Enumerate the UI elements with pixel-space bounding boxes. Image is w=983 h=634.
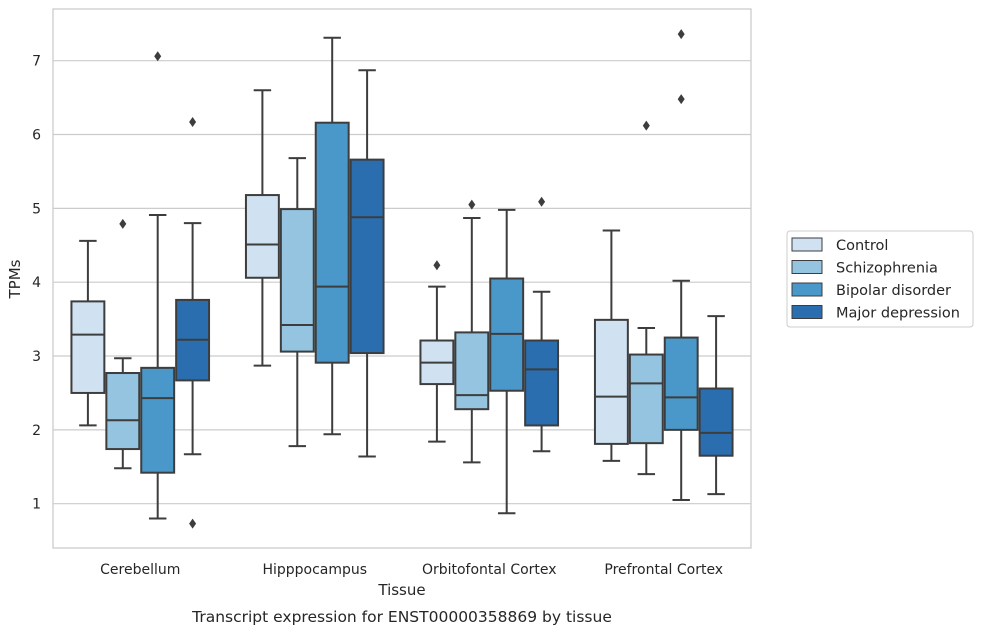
legend-swatch bbox=[791, 237, 823, 252]
box-body bbox=[698, 387, 734, 457]
box-body bbox=[70, 300, 106, 394]
legend: Control Schizophrenia Bipolar disorder Majo… bbox=[786, 230, 974, 328]
y-tick-label: 4 bbox=[32, 275, 41, 291]
box-1-1 bbox=[279, 157, 315, 448]
outlier-point bbox=[119, 218, 127, 229]
y-tick-labels: 1 2 3 4 5 6 7 bbox=[32, 54, 41, 513]
box-1-3 bbox=[349, 69, 385, 458]
y-tick-label: 1 bbox=[32, 497, 41, 513]
box-body bbox=[593, 318, 629, 445]
x-tick-label: Hipppocampus bbox=[262, 562, 367, 578]
box-body bbox=[349, 158, 385, 355]
chart-caption: Transcript expression for ENST0000035886… bbox=[191, 608, 612, 626]
outlier-point bbox=[538, 196, 546, 207]
outlier-point bbox=[154, 51, 162, 62]
legend-swatch bbox=[791, 260, 823, 274]
legend-label: Control bbox=[836, 238, 888, 254]
box-body bbox=[663, 336, 699, 431]
outlier-point bbox=[468, 199, 476, 210]
y-tick-label: 3 bbox=[32, 349, 41, 365]
legend-label: Major depression bbox=[836, 306, 960, 322]
box-body bbox=[279, 208, 315, 353]
outlier-point bbox=[433, 260, 441, 271]
outlier-point bbox=[677, 29, 685, 40]
box-body bbox=[244, 194, 280, 279]
box-2-3 bbox=[524, 196, 560, 453]
outlier-point bbox=[677, 94, 685, 105]
box-2-1 bbox=[454, 199, 490, 464]
legend-swatch bbox=[791, 282, 823, 297]
box-body bbox=[314, 121, 350, 364]
x-axis-label: Tissue bbox=[377, 581, 425, 599]
box-0-1 bbox=[105, 218, 141, 470]
box-0-3 bbox=[175, 116, 211, 529]
box-body bbox=[105, 372, 141, 451]
box-body bbox=[524, 339, 560, 427]
y-tick-label: 2 bbox=[32, 423, 41, 439]
y-tick-label: 7 bbox=[32, 54, 41, 70]
box-1-0 bbox=[244, 89, 280, 367]
legend-frame bbox=[786, 230, 974, 328]
box-2-0 bbox=[419, 260, 455, 443]
y-axis-label: TPMs bbox=[6, 259, 24, 299]
x-tick-label: Prefrontal Cortex bbox=[604, 562, 723, 578]
box-3-1 bbox=[628, 120, 664, 476]
y-tick-label: 6 bbox=[32, 128, 41, 144]
legend-label: Bipolar disorder bbox=[836, 283, 951, 299]
x-tick-labels: Cerebellum Hipppocampus Orbitofontal Corte… bbox=[100, 562, 723, 578]
legend-swatch bbox=[791, 305, 823, 319]
box-3-2 bbox=[663, 29, 699, 502]
box-0-0 bbox=[70, 239, 106, 427]
y-tick-label: 5 bbox=[32, 201, 41, 217]
legend-label: Schizophrenia bbox=[836, 261, 938, 277]
box-series bbox=[70, 29, 734, 529]
x-tick-label: Orbitofontal Cortex bbox=[422, 562, 557, 578]
x-tick-label: Cerebellum bbox=[100, 562, 180, 578]
outlier-point bbox=[642, 120, 650, 131]
box-body bbox=[454, 331, 490, 411]
plot-area bbox=[52, 8, 752, 549]
box-2-2 bbox=[489, 208, 525, 515]
outlier-point bbox=[189, 518, 197, 529]
box-0-2 bbox=[140, 51, 176, 520]
box-3-3 bbox=[698, 315, 734, 496]
box-body bbox=[140, 366, 176, 474]
box-3-0 bbox=[593, 229, 629, 462]
box-1-2 bbox=[314, 36, 350, 436]
box-body bbox=[628, 353, 664, 445]
outlier-point bbox=[189, 116, 197, 127]
